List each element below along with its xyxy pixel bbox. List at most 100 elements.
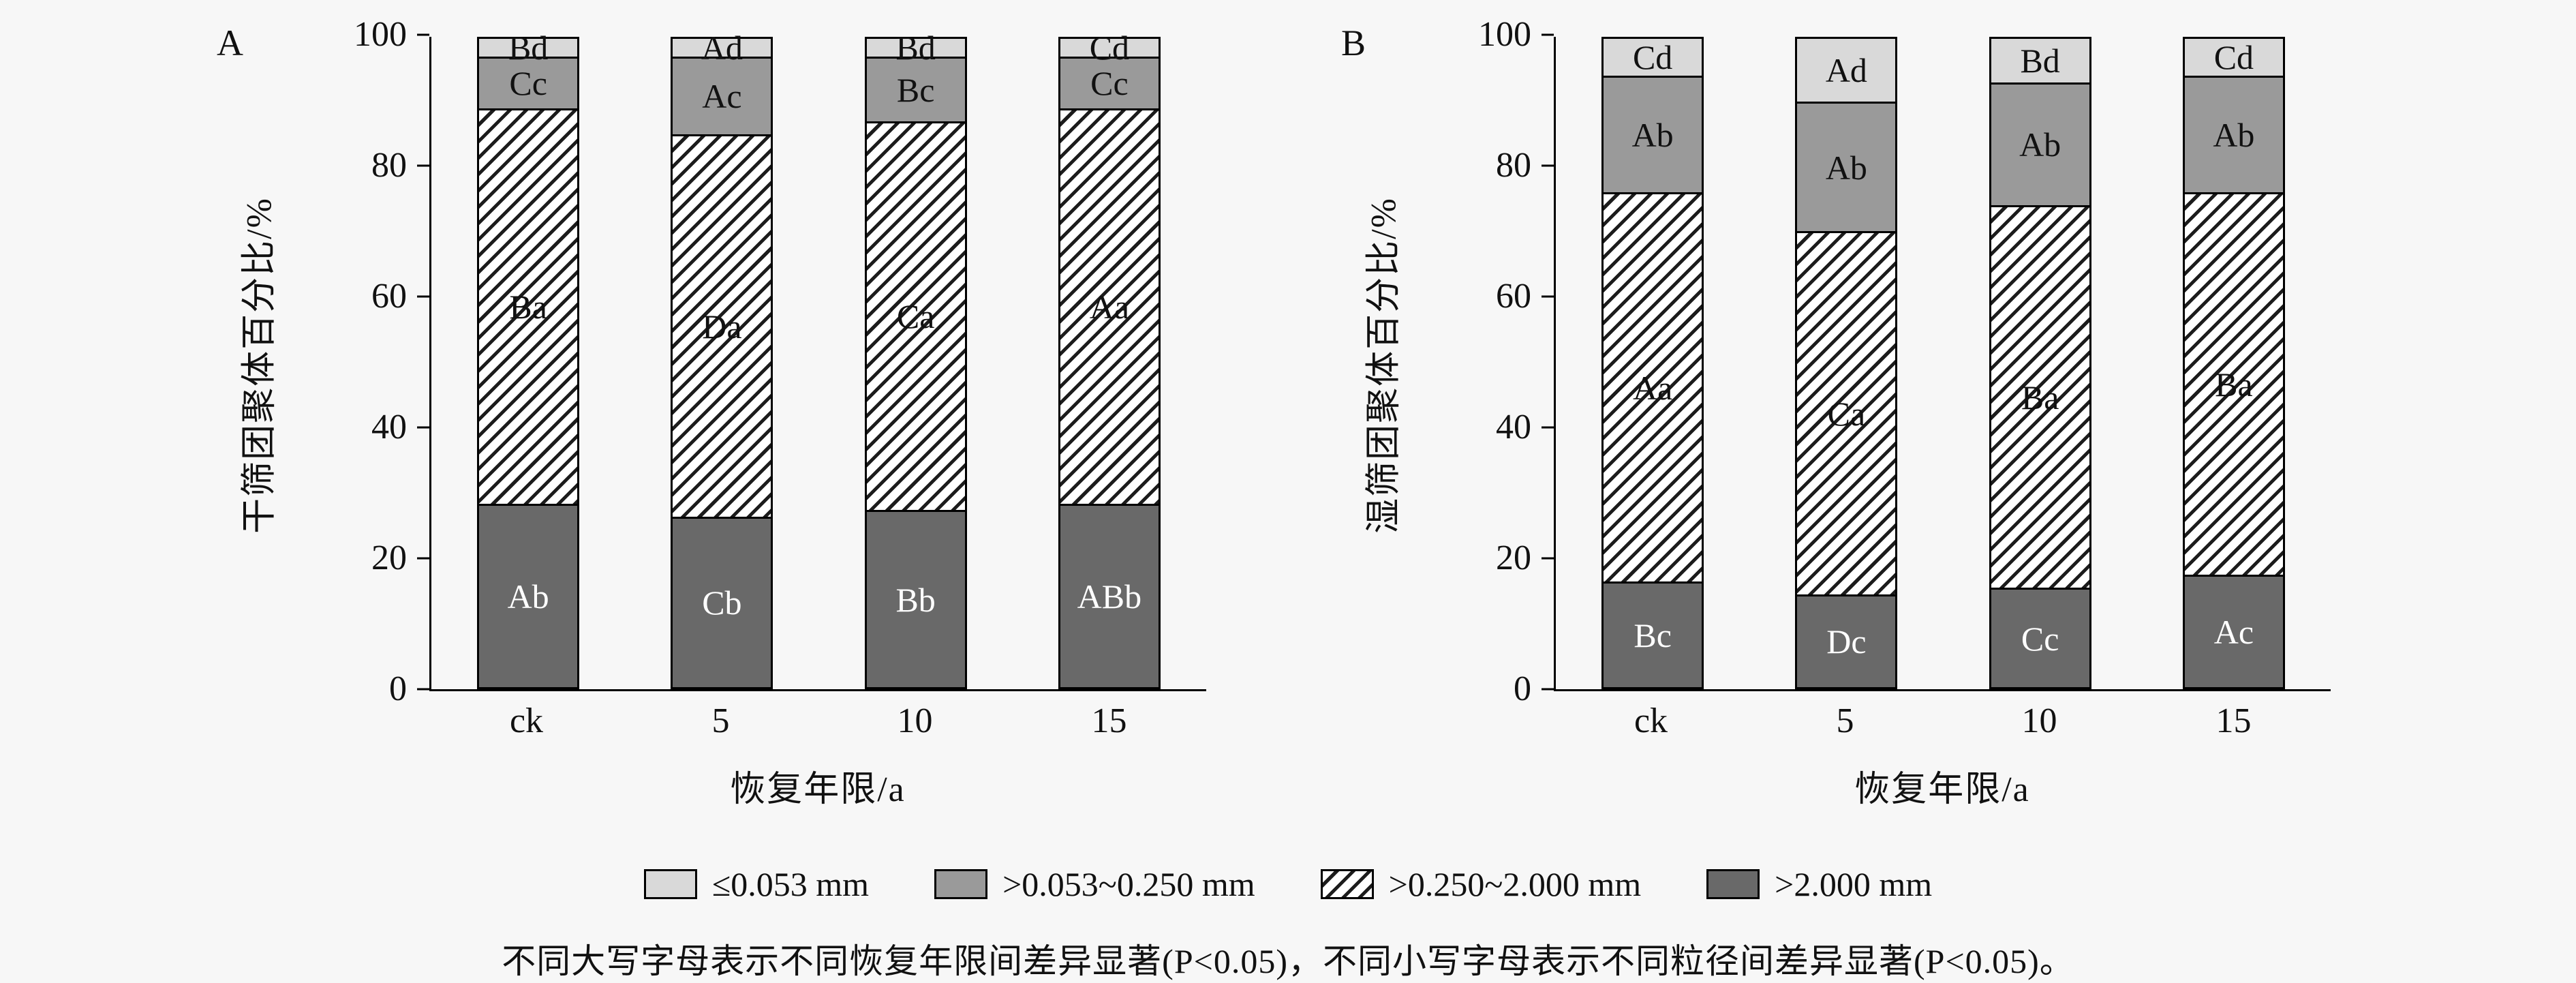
segment-label: Ab [1825, 148, 1867, 187]
bar-segment-hatch: Ba [1991, 207, 2089, 590]
bar-segment-mid: Ab [1604, 78, 1702, 195]
y-tick-mark [1542, 295, 1554, 298]
plot-column: 0 20 40 60 80 100 Ab Ba Cc Bd Cb Da Ac Ad Bb Ca Bc Bd ABb A… [307, 17, 1206, 811]
segment-label: Ba [2215, 365, 2253, 404]
bar-segment-dark: Bb [866, 512, 965, 687]
segment-label: Ab [1631, 116, 1674, 155]
segment-label: ABb [1077, 577, 1142, 616]
legend-item: ≤0.053 mm [643, 864, 870, 904]
legend-swatch-light [643, 869, 697, 899]
bar-segment-hatch: Aa [1604, 194, 1702, 584]
segment-label: Ca [896, 297, 935, 336]
stacked-bar: Bc Aa Ab Cd [1601, 37, 1704, 689]
y-tick-mark [1542, 33, 1554, 36]
bar-segment-hatch: Da [673, 136, 771, 519]
segment-label: Ad [701, 28, 743, 67]
y-tick-mark [417, 33, 429, 36]
y-axis-title: 湿筛团聚体百分比/% [1329, 19, 1431, 714]
bar-segment-mid: Ab [1797, 104, 1896, 234]
legend-item: >2.000 mm [1706, 864, 1932, 904]
bar-segment-mid: Cc [479, 58, 578, 110]
category-label: 10 [897, 701, 933, 740]
legend-item: >0.053~0.250 mm [934, 864, 1255, 904]
bar-segment-light: Ad [1797, 39, 1896, 104]
y-tick-label: 60 [1496, 277, 1531, 316]
legend-label: >0.053~0.250 mm [1002, 865, 1255, 903]
y-axis-title-text: 湿筛团聚体百分比/% [1364, 197, 1404, 534]
segment-label: Ca [1827, 395, 1866, 434]
stacked-bar: Cb Da Ac Ad [671, 31, 773, 689]
stacked-bar: ABb Aa Cc Cd [1058, 31, 1161, 689]
y-tick-label: 40 [371, 408, 407, 447]
y-tick-mark [417, 557, 429, 560]
bar-segment-dark: Ac [2184, 577, 2283, 687]
segment-label: Cd [1089, 28, 1130, 67]
segment-label: Bd [2020, 41, 2060, 80]
y-tick-mark [1542, 426, 1554, 429]
stacked-bar: Ac Ba Ab Cd [2182, 37, 2285, 689]
panel-label: B [1341, 22, 1366, 63]
bar-segment-dark: Bc [1604, 583, 1702, 687]
bar-segment-hatch: Ca [1797, 233, 1896, 596]
category-row: ck 5 10 15 [1554, 701, 2331, 741]
category-row: ck 5 10 15 [429, 701, 1206, 741]
y-tick-label: 20 [1496, 539, 1531, 577]
segment-label: Bd [508, 28, 549, 67]
panel-label: A [217, 22, 243, 63]
bar-segment-hatch: Ba [479, 110, 578, 506]
legend-swatch-hatch [1320, 869, 1374, 899]
bar-segment-hatch: Ba [2184, 194, 2283, 577]
bar-segment-mid: Ab [1991, 84, 2089, 208]
stacked-bar: Cc Ba Ab Bd [1989, 37, 2091, 689]
footnote: 不同大写字母表示不同恢复年限间差异显著(P<0.05)，不同小写字母表示不同粒径… [502, 942, 2074, 980]
y-tick-mark [417, 688, 429, 691]
legend-label: >0.250~2.000 mm [1388, 865, 1642, 903]
segment-label: Ab [2213, 116, 2255, 155]
x-axis-title: 恢复年限/a [730, 770, 906, 809]
bar-segment-mid: Cc [1060, 58, 1159, 110]
bar-segment-light: Cd [1604, 39, 1702, 78]
bar-segment-mid: Ac [673, 58, 771, 136]
segment-label: Cd [2213, 38, 2254, 77]
category-label: 15 [1091, 701, 1127, 740]
bar-segment-light: Bd [1991, 39, 2089, 85]
legend-label: ≤0.053 mm [711, 865, 870, 903]
segment-label: Bd [895, 28, 936, 67]
segment-label: Cc [1090, 64, 1129, 103]
stacked-bar: Ab Ba Cc Bd [477, 31, 580, 689]
y-tick-mark [417, 164, 429, 167]
bar-segment-dark: Dc [1797, 596, 1896, 687]
y-tick-mark [417, 295, 429, 298]
segment-label: Ab [2019, 125, 2061, 164]
segment-label: Bb [895, 580, 936, 619]
y-tick-label: 0 [389, 669, 407, 708]
plot-area: 0 20 40 60 80 100 Ab Ba Cc Bd Cb Da Ac Ad Bb Ca Bc Bd ABb A… [354, 17, 1206, 707]
legend-item: >0.250~2.000 mm [1320, 864, 1642, 904]
y-axis-title: 干筛团聚体百分比/% [204, 19, 307, 714]
chart-panel-a: A 干筛团聚体百分比/% 0 20 40 60 80 100 Ab Ba Cc Bd Cb Da Ac A… [0, 17, 1288, 811]
segment-label: Cc [2021, 619, 2059, 658]
category-label: 15 [2215, 701, 2252, 740]
segment-label: Ac [702, 77, 742, 116]
bar-segment-hatch: Ca [866, 123, 965, 513]
bar-segment-mid: Ab [2184, 78, 2283, 195]
segment-label: Cd [1632, 38, 1673, 77]
y-tick-label: 80 [1496, 146, 1531, 185]
segment-label: Bc [896, 70, 935, 109]
legend-label: >2.000 mm [1775, 865, 1933, 903]
plot-column: 0 20 40 60 80 100 Bc Aa Ab Cd Dc Ca Ab Ad Cc Ba Ab Bd Ac Ba… [1431, 17, 2331, 811]
segment-label: Aa [1089, 288, 1130, 327]
y-tick-mark [417, 426, 429, 429]
y-tick-label: 60 [371, 277, 407, 316]
segment-label: Da [702, 307, 742, 346]
y-tick-mark [1542, 164, 1554, 167]
segment-label: Ad [1825, 51, 1867, 90]
bar-segment-dark: ABb [1060, 505, 1159, 687]
bar-segment-dark: Cc [1991, 590, 2089, 687]
legend: ≤0.053 mm >0.053~0.250 mm >0.250~2.000 mm >… [0, 864, 2576, 904]
bar-segment-light: Ad [673, 31, 771, 65]
segment-label: Ac [2213, 613, 2254, 652]
y-tick-label: 20 [371, 539, 407, 577]
segment-label: Cb [702, 584, 742, 622]
